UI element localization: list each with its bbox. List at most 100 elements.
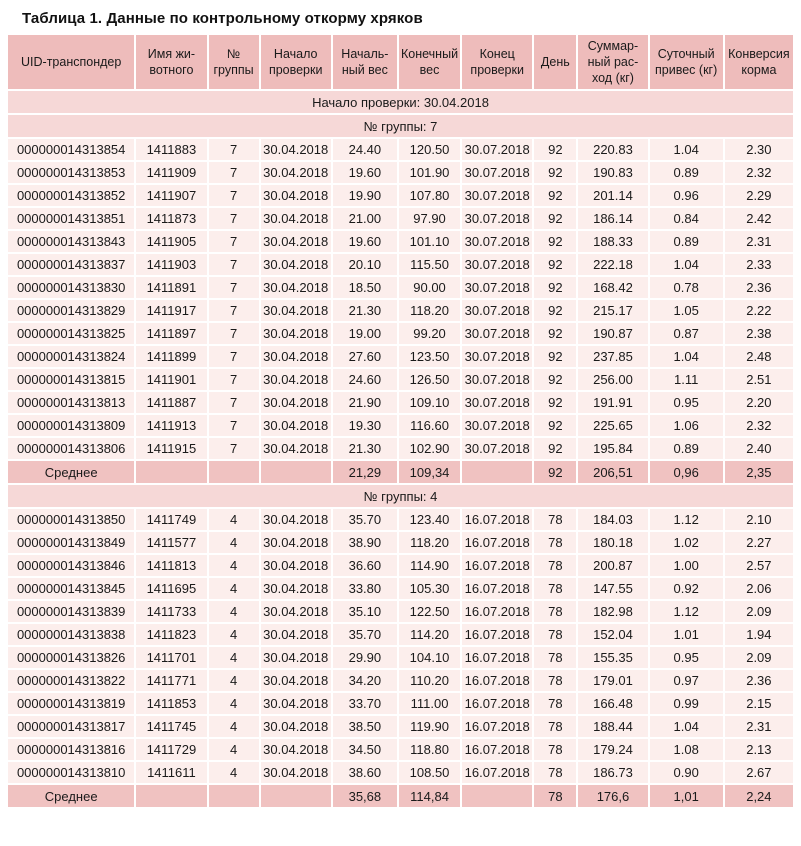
group-number-average-cell — [208, 785, 259, 807]
check-end-cell: 16.07.2018 — [462, 532, 533, 553]
end-weight-column-header: Конечный вес — [398, 35, 461, 89]
total-feed-cell: 195.84 — [578, 438, 648, 459]
check-start-cell: 30.04.2018 — [260, 231, 331, 252]
check-end-average-cell — [462, 785, 533, 807]
end-weight-cell: 119.90 — [398, 716, 461, 737]
total-feed-cell: 186.14 — [578, 208, 648, 229]
daily-gain-cell: 1.12 — [649, 509, 723, 530]
check-start-cell: 30.04.2018 — [260, 185, 331, 206]
total-feed-cell: 155.35 — [578, 647, 648, 668]
table-row: 000000014313838 1411823 4 30.04.2018 35.70 11… — [8, 624, 793, 645]
check-end-cell: 30.07.2018 — [462, 392, 533, 413]
check-end-cell: 30.07.2018 — [462, 277, 533, 298]
uid-cell: 000000014313850 — [8, 509, 135, 530]
check-end-cell: 16.07.2018 — [462, 762, 533, 783]
group-number-average-cell — [208, 461, 259, 483]
boar-fattening-table: UID-транспондер Имя жи- вотного № группы На… — [6, 33, 795, 809]
check-start-cell: 30.04.2018 — [260, 578, 331, 599]
feed-conversion-cell: 2.10 — [724, 509, 793, 530]
uid-cell: 000000014313853 — [8, 162, 135, 183]
group-band-label: № группы: 7 — [8, 115, 793, 137]
total-feed-cell: 222.18 — [578, 254, 648, 275]
animal-name-cell: 1411891 — [136, 277, 207, 298]
daily-gain-cell: 1.06 — [649, 415, 723, 436]
feed-conversion-cell: 2.31 — [724, 231, 793, 252]
animal-name-cell: 1411771 — [136, 670, 207, 691]
uid-average-cell: Среднее — [8, 461, 135, 483]
start-weight-cell: 19.00 — [332, 323, 397, 344]
end-weight-cell: 114.90 — [398, 555, 461, 576]
uid-cell: 000000014313849 — [8, 532, 135, 553]
animal-name-cell: 1411577 — [136, 532, 207, 553]
day-cell: 92 — [534, 231, 577, 252]
total-feed-cell: 215.17 — [578, 300, 648, 321]
daily-gain-cell: 0.84 — [649, 208, 723, 229]
end-weight-cell: 118.80 — [398, 739, 461, 760]
table-row: 000000014313825 1411897 7 30.04.2018 19.00 99… — [8, 323, 793, 344]
day-cell: 92 — [534, 185, 577, 206]
uid-cell: 000000014313852 — [8, 185, 135, 206]
daily-gain-cell: 0.87 — [649, 323, 723, 344]
group-number-cell: 4 — [208, 670, 259, 691]
group-number-cell: 4 — [208, 693, 259, 714]
animal-name-cell: 1411913 — [136, 415, 207, 436]
feed-conversion-cell: 2.22 — [724, 300, 793, 321]
start-weight-cell: 34.20 — [332, 670, 397, 691]
uid-cell: 000000014313851 — [8, 208, 135, 229]
table-row: 000000014313806 1411915 7 30.04.2018 21.30 10… — [8, 438, 793, 459]
check-end-cell: 30.07.2018 — [462, 369, 533, 390]
check-start-cell: 30.04.2018 — [260, 323, 331, 344]
daily-gain-cell: 1.04 — [649, 139, 723, 160]
day-cell: 92 — [534, 346, 577, 367]
uid-cell: 000000014313816 — [8, 739, 135, 760]
day-cell: 92 — [534, 208, 577, 229]
day-cell: 92 — [534, 300, 577, 321]
feed-conversion-cell: 2.36 — [724, 277, 793, 298]
day-cell: 92 — [534, 277, 577, 298]
animal-name-cell: 1411907 — [136, 185, 207, 206]
total-feed-cell: 256.00 — [578, 369, 648, 390]
start-weight-cell: 38.50 — [332, 716, 397, 737]
day-average-cell: 92 — [534, 461, 577, 483]
uid-column-header: UID-транспондер — [8, 35, 135, 89]
group-number-cell: 4 — [208, 555, 259, 576]
daily-gain-cell: 1.08 — [649, 739, 723, 760]
check-end-cell: 16.07.2018 — [462, 693, 533, 714]
feed-conversion-cell: 2.67 — [724, 762, 793, 783]
total-feed-cell: 201.14 — [578, 185, 648, 206]
daily-gain-cell: 0.95 — [649, 647, 723, 668]
group-number-cell: 4 — [208, 624, 259, 645]
daily-gain-cell: 0.97 — [649, 670, 723, 691]
feed-conversion-column-header: Конверсия корма — [724, 35, 793, 89]
table-row: 000000014313839 1411733 4 30.04.2018 35.10 12… — [8, 601, 793, 622]
start-weight-cell: 29.90 — [332, 647, 397, 668]
table-row: 000000014313815 1411901 7 30.04.2018 24.60 12… — [8, 369, 793, 390]
check-start-cell: 30.04.2018 — [260, 162, 331, 183]
start-weight-cell: 27.60 — [332, 346, 397, 367]
feed-conversion-cell: 2.27 — [724, 532, 793, 553]
day-cell: 78 — [534, 578, 577, 599]
uid-cell: 000000014313809 — [8, 415, 135, 436]
animal-name-cell: 1411745 — [136, 716, 207, 737]
group-band-row: № группы: 4 — [8, 485, 793, 507]
table-row: 000000014313826 1411701 4 30.04.2018 29.90 10… — [8, 647, 793, 668]
animal-name-cell: 1411749 — [136, 509, 207, 530]
animal-name-cell: 1411729 — [136, 739, 207, 760]
total-feed-cell: 182.98 — [578, 601, 648, 622]
feed-conversion-cell: 2.40 — [724, 438, 793, 459]
feed-conversion-cell: 2.30 — [724, 139, 793, 160]
total-feed-cell: 166.48 — [578, 693, 648, 714]
start-weight-cell: 20.10 — [332, 254, 397, 275]
table-title: Таблица 1. Данные по контрольному откорм… — [22, 10, 423, 27]
animal-name-cell: 1411733 — [136, 601, 207, 622]
feed-conversion-average-cell: 2,35 — [724, 461, 793, 483]
animal-name-cell: 1411883 — [136, 139, 207, 160]
total-feed-cell: 186.73 — [578, 762, 648, 783]
table-body: Начало проверки: 30.04.2018 № группы: 7 00… — [8, 91, 793, 807]
group-number-cell: 4 — [208, 647, 259, 668]
daily-gain-cell: 0.89 — [649, 162, 723, 183]
feed-conversion-cell: 2.36 — [724, 670, 793, 691]
daily-gain-cell: 0.78 — [649, 277, 723, 298]
day-cell: 78 — [534, 670, 577, 691]
uid-cell: 000000014313843 — [8, 231, 135, 252]
